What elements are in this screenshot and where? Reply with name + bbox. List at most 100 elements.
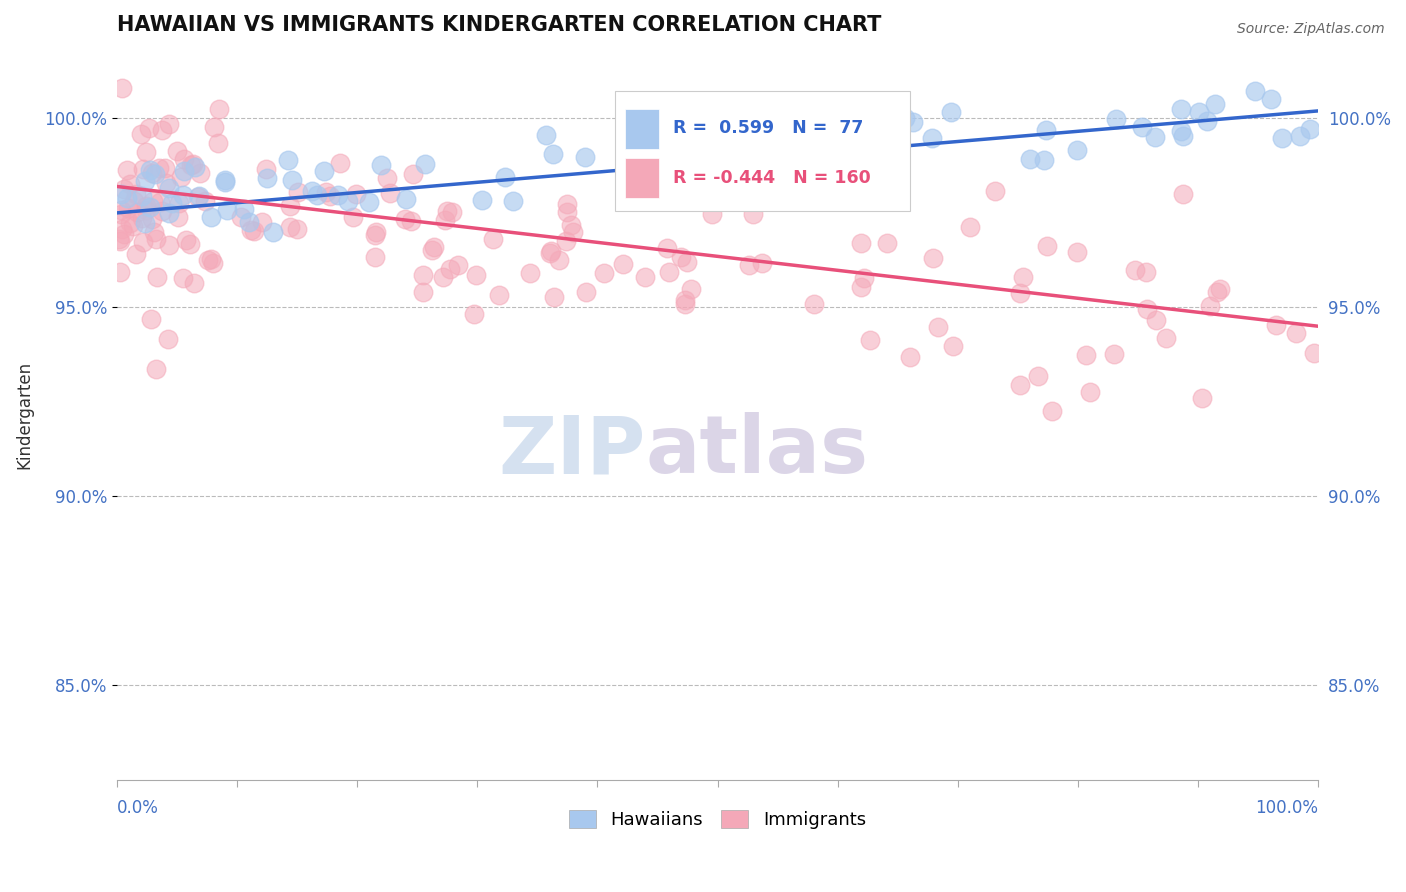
Point xyxy=(541,147,564,161)
Point xyxy=(612,257,634,271)
Point xyxy=(1191,391,1213,405)
Text: 100.0%: 100.0% xyxy=(1256,798,1319,816)
Point xyxy=(481,232,503,246)
Point xyxy=(120,177,142,191)
Point xyxy=(395,192,418,206)
Point xyxy=(159,206,181,220)
Point xyxy=(422,240,444,254)
Point xyxy=(1170,102,1192,116)
Point xyxy=(125,247,148,261)
Point xyxy=(984,185,1007,199)
Point xyxy=(1066,244,1088,259)
Point xyxy=(547,253,569,268)
Point xyxy=(734,136,756,151)
Point xyxy=(825,123,848,137)
FancyBboxPatch shape xyxy=(626,109,658,149)
Point xyxy=(139,163,162,178)
Point xyxy=(122,194,145,209)
Point xyxy=(394,212,416,227)
Point xyxy=(110,203,132,218)
Point xyxy=(1156,330,1178,344)
Point xyxy=(759,147,782,161)
Point xyxy=(200,210,222,224)
Point xyxy=(1285,326,1308,340)
Point xyxy=(131,235,153,250)
Text: HAWAIIAN VS IMMIGRANTS KINDERGARTEN CORRELATION CHART: HAWAIIAN VS IMMIGRANTS KINDERGARTEN CORR… xyxy=(117,15,882,35)
Point xyxy=(463,307,485,321)
Point xyxy=(207,136,229,150)
Legend: Hawaiians, Immigrants: Hawaiians, Immigrants xyxy=(562,803,873,836)
Text: R =  0.599   N =  77: R = 0.599 N = 77 xyxy=(673,120,863,137)
Point xyxy=(197,252,219,267)
Point xyxy=(135,145,157,160)
Point xyxy=(849,236,872,251)
Point xyxy=(543,290,565,304)
Point xyxy=(555,205,578,219)
Point xyxy=(145,232,167,246)
Point xyxy=(110,207,132,221)
Point xyxy=(239,223,262,237)
Point xyxy=(673,293,696,307)
Point xyxy=(1197,114,1219,128)
Point xyxy=(561,226,583,240)
Point xyxy=(921,131,943,145)
Point xyxy=(534,128,557,142)
Point xyxy=(413,157,436,171)
Point xyxy=(1008,285,1031,300)
Point xyxy=(111,222,134,236)
Point xyxy=(118,216,141,230)
Point xyxy=(188,166,211,180)
Point xyxy=(675,254,697,268)
Point xyxy=(803,297,825,311)
Point xyxy=(138,200,160,214)
Point xyxy=(465,268,488,282)
Point xyxy=(439,261,461,276)
Point xyxy=(318,189,340,203)
Point xyxy=(942,338,965,352)
Point xyxy=(181,157,204,171)
Point xyxy=(155,177,177,191)
Point xyxy=(326,187,349,202)
Text: Source: ZipAtlas.com: Source: ZipAtlas.com xyxy=(1237,22,1385,37)
Point xyxy=(399,213,422,227)
Point xyxy=(560,218,582,232)
Point xyxy=(110,187,132,202)
Point xyxy=(1264,318,1286,332)
Point xyxy=(167,211,190,225)
Point xyxy=(166,144,188,158)
Point xyxy=(1170,124,1192,138)
Point xyxy=(378,186,401,201)
Point xyxy=(1209,282,1232,296)
Point xyxy=(959,219,981,234)
Point xyxy=(1171,187,1194,202)
Point xyxy=(540,244,562,259)
Point xyxy=(574,150,596,164)
Point xyxy=(160,196,183,211)
Point xyxy=(278,199,301,213)
Point xyxy=(679,282,702,296)
Point xyxy=(751,256,773,270)
Point xyxy=(366,226,388,240)
Point xyxy=(145,362,167,376)
Point xyxy=(143,225,166,239)
Point xyxy=(432,270,454,285)
Point xyxy=(135,199,157,213)
Point xyxy=(201,256,224,270)
Point xyxy=(1078,384,1101,399)
Point xyxy=(114,227,136,241)
Point xyxy=(363,227,385,242)
Point xyxy=(167,196,190,211)
Point xyxy=(141,212,163,227)
Point xyxy=(575,285,598,299)
Point xyxy=(853,271,876,285)
Point xyxy=(673,296,696,310)
Point xyxy=(1271,131,1294,145)
Point xyxy=(1299,122,1322,136)
Point xyxy=(849,280,872,294)
Point xyxy=(280,173,302,187)
Point xyxy=(471,194,494,208)
FancyBboxPatch shape xyxy=(616,91,910,211)
Point xyxy=(256,161,278,176)
Point xyxy=(555,197,578,211)
Point xyxy=(554,234,576,248)
